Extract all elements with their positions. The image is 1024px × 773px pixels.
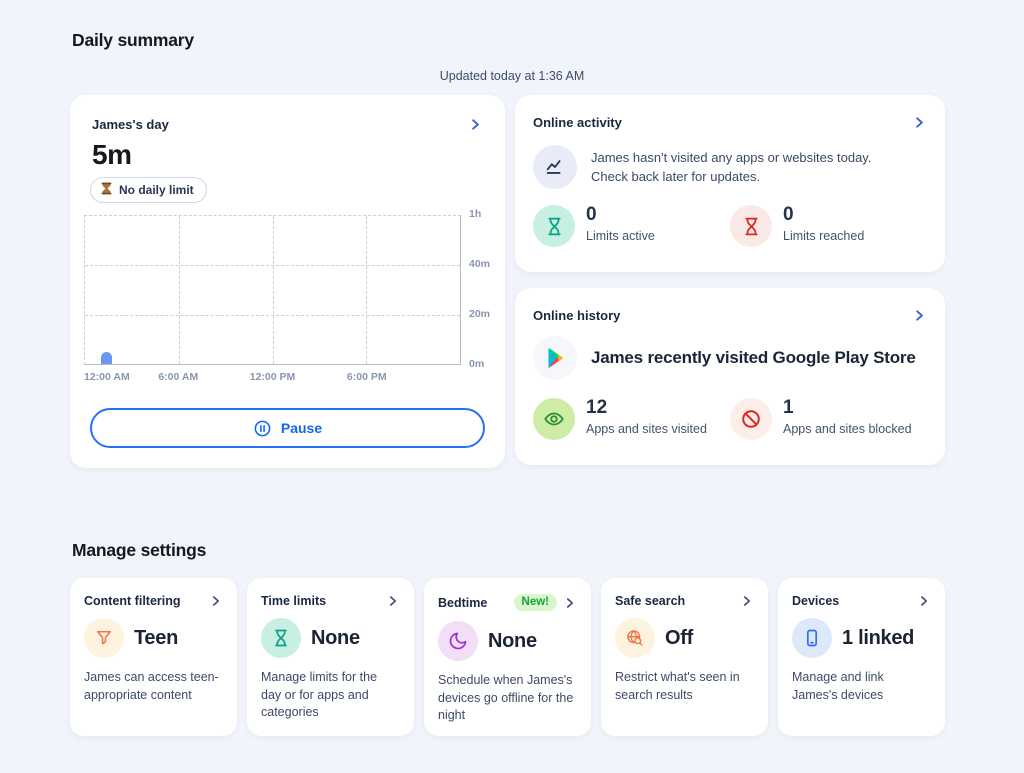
bedtime-title: Bedtime	[438, 595, 488, 610]
safe-search-title: Safe search	[615, 594, 686, 608]
time-limits-title: Time limits	[261, 594, 327, 608]
safe-search-value: Off	[665, 626, 693, 649]
phone-icon	[792, 618, 832, 658]
limits-reached-label: Limits reached	[783, 228, 865, 243]
daily-limit-label: No daily limit	[119, 183, 194, 197]
y-tick-20m: 20m	[469, 308, 491, 320]
settings-row: Content filtering Teen James can access …	[70, 578, 945, 736]
moon-icon	[438, 621, 478, 661]
google-play-icon	[533, 336, 577, 380]
updated-timestamp: Updated today at 1:36 AM	[439, 69, 585, 83]
limits-active-stat: 0 Limits active	[533, 204, 730, 247]
bedtime-value: None	[488, 629, 537, 652]
sites-blocked-count: 1	[783, 397, 794, 418]
y-tick-40m: 40m	[469, 258, 491, 270]
globe-search-icon	[615, 618, 655, 658]
chevron-right-icon[interactable]	[912, 115, 927, 130]
hourglass-icon	[261, 618, 301, 658]
screen-time-chart: 1h 40m 20m 0m 12:00 AM 6:00 AM 12:00 PM …	[84, 208, 491, 383]
safe-search-card[interactable]: Safe search Off Restrict what's seen in …	[601, 578, 768, 736]
chevron-right-icon[interactable]	[740, 594, 754, 608]
daily-limit-badge: No daily limit	[90, 177, 207, 203]
screen-time-total: 5m	[92, 139, 132, 170]
pause-button[interactable]: Pause	[90, 408, 485, 448]
devices-card[interactable]: Devices 1 linked Manage and link James's…	[778, 578, 945, 736]
james-day-card[interactable]: James's day 5m No daily limit 1h 40m 20m…	[70, 95, 505, 468]
sites-visited-stat: 12 Apps and sites visited	[533, 397, 730, 440]
online-activity-card[interactable]: Online activity James hasn't visited any…	[515, 95, 945, 272]
chart-plot-area	[84, 215, 461, 365]
safe-search-description: Restrict what's seen in search results	[615, 670, 740, 702]
content-filtering-description: James can access teen-appropriate conten…	[84, 670, 219, 702]
pause-icon	[253, 419, 272, 438]
chevron-right-icon[interactable]	[209, 594, 223, 608]
time-limits-value: None	[311, 626, 360, 649]
sites-visited-label: Apps and sites visited	[586, 421, 707, 436]
limits-reached-count: 0	[783, 204, 794, 225]
sites-blocked-label: Apps and sites blocked	[783, 421, 912, 436]
chevron-right-icon[interactable]	[912, 308, 927, 323]
new-badge: New!	[513, 594, 557, 611]
limits-active-label: Limits active	[586, 228, 655, 243]
content-filtering-title: Content filtering	[84, 594, 181, 608]
usage-bar	[100, 351, 112, 364]
devices-title: Devices	[792, 594, 840, 608]
bedtime-card[interactable]: Bedtime New! None Schedule when James's …	[424, 578, 591, 736]
time-limits-card[interactable]: Time limits None Manage limits for the d…	[247, 578, 414, 736]
devices-description: Manage and link James's devices	[792, 670, 884, 702]
online-history-title: Online history	[533, 308, 621, 323]
hourglass-emoji-icon	[100, 182, 113, 198]
devices-value: 1 linked	[842, 626, 915, 649]
limits-active-count: 0	[586, 204, 597, 225]
y-tick-1h: 1h	[469, 208, 482, 220]
hourglass-reached-icon	[730, 205, 772, 247]
time-limits-description: Manage limits for the day or for apps an…	[261, 670, 378, 719]
online-history-card[interactable]: Online history James recently visited Go…	[515, 288, 945, 465]
manage-settings-title: Manage settings	[72, 540, 207, 560]
hourglass-active-icon	[533, 205, 575, 247]
sites-visited-count: 12	[586, 397, 608, 418]
content-filtering-card[interactable]: Content filtering Teen James can access …	[70, 578, 237, 736]
chevron-right-icon[interactable]	[563, 596, 577, 610]
x-tick-6am: 6:00 AM	[158, 371, 199, 383]
online-activity-title: Online activity	[533, 115, 622, 130]
y-tick-0m: 0m	[469, 358, 485, 370]
chevron-right-icon[interactable]	[386, 594, 400, 608]
sites-blocked-stat: 1 Apps and sites blocked	[730, 397, 927, 440]
day-card-title: James's day	[92, 117, 169, 132]
eye-icon	[533, 398, 575, 440]
limits-reached-stat: 0 Limits reached	[730, 204, 927, 247]
bedtime-description: Schedule when James's devices go offline…	[438, 673, 574, 722]
funnel-icon	[84, 618, 124, 658]
pause-label: Pause	[280, 420, 323, 436]
content-filtering-value: Teen	[134, 626, 178, 649]
x-tick-12am: 12:00 AM	[84, 371, 130, 383]
x-tick-6pm: 6:00 PM	[346, 371, 387, 383]
recent-visit-headline: James recently visited Google Play Store	[591, 348, 916, 367]
blocked-icon	[730, 398, 772, 440]
page-title: Daily summary	[72, 30, 194, 50]
chevron-right-icon[interactable]	[468, 117, 483, 132]
x-tick-12pm: 12:00 PM	[249, 371, 296, 383]
chevron-right-icon[interactable]	[917, 594, 931, 608]
line-chart-icon	[533, 145, 577, 189]
empty-activity-message: James hasn't visited any apps or website…	[591, 149, 872, 185]
